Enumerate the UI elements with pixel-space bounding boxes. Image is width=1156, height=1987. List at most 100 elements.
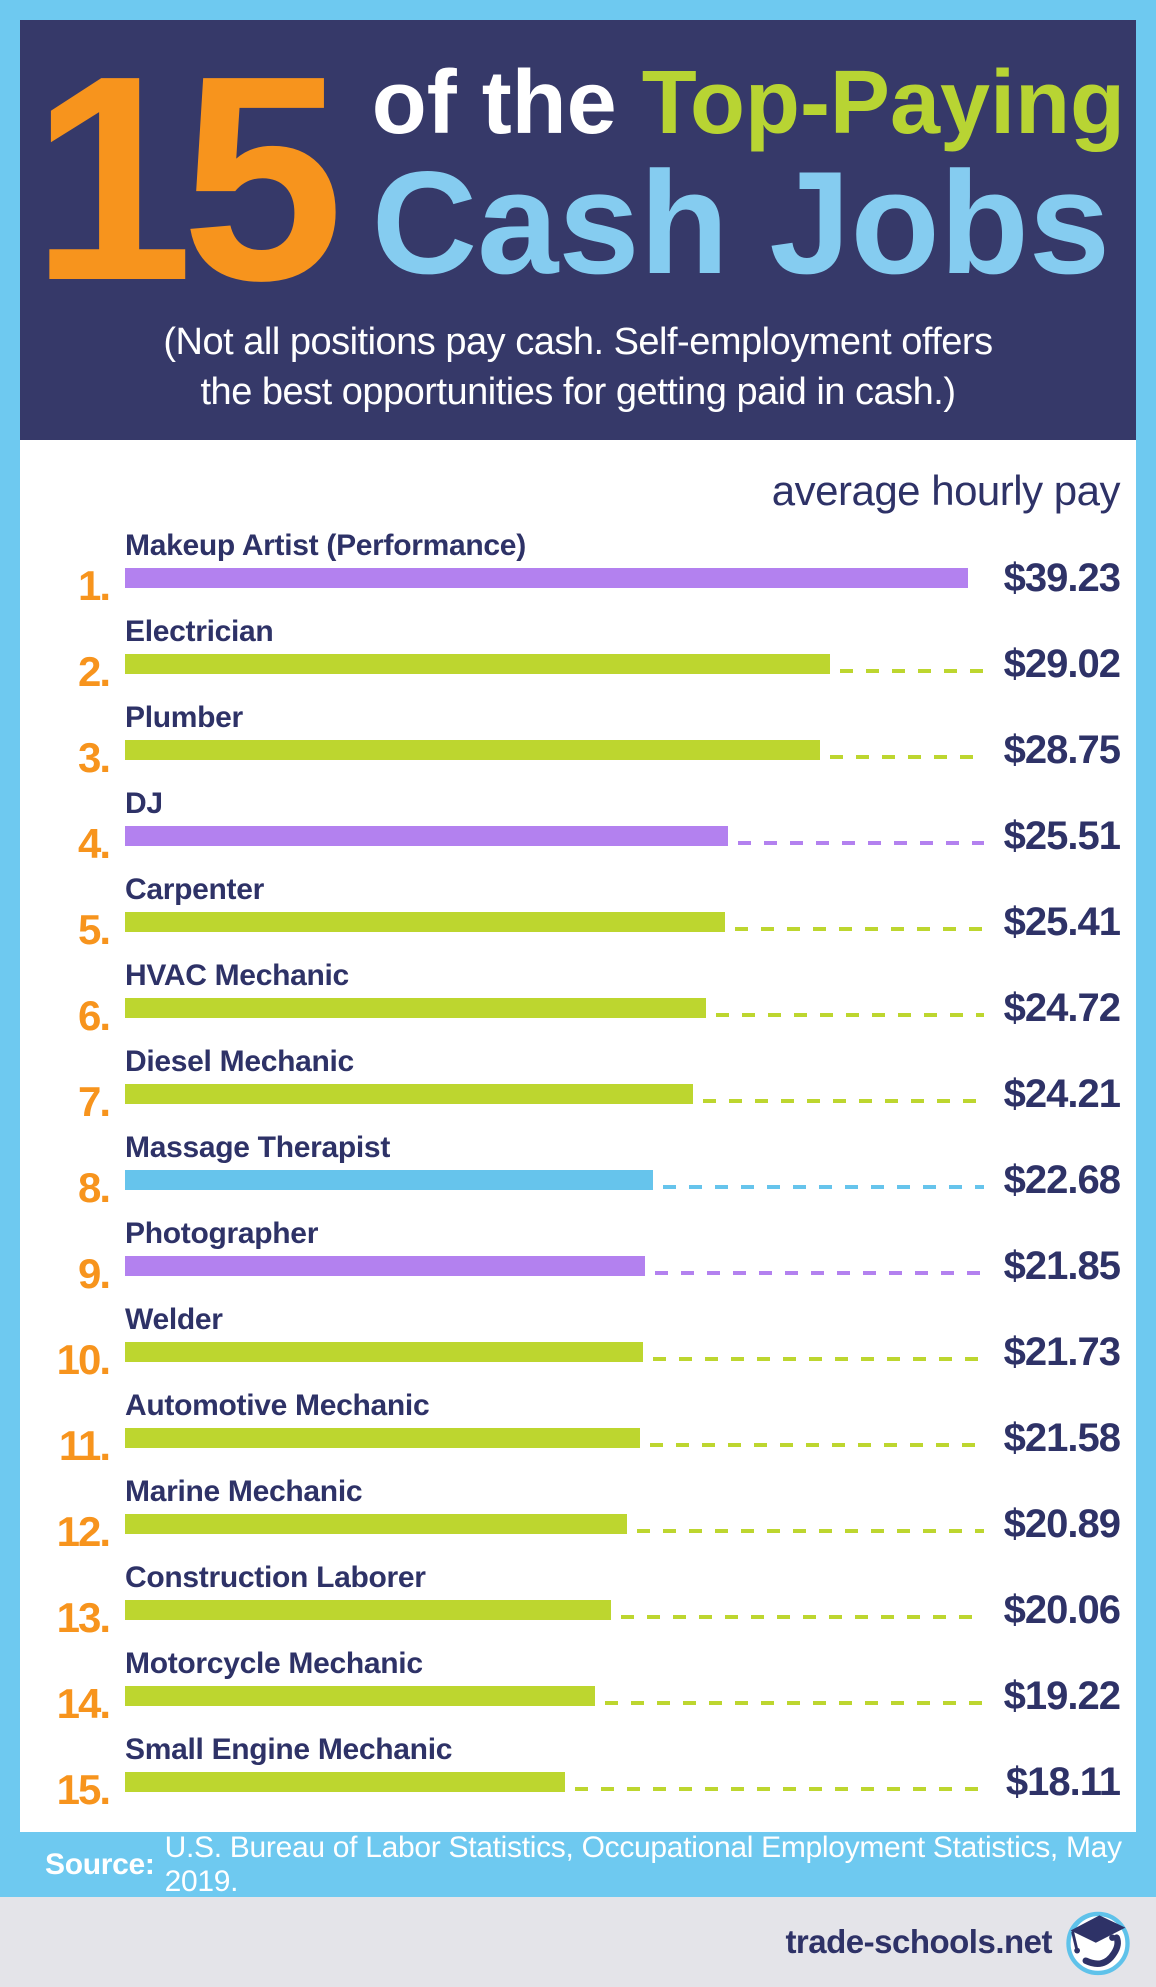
bar-track <box>125 1514 990 1534</box>
chart-row: Marine Mechanic 12. $20.89 <box>45 1475 1121 1555</box>
pay-value: $21.73 <box>1003 1330 1121 1374</box>
bar-track <box>125 1686 990 1706</box>
pay-value: $18.11 <box>1005 1760 1121 1804</box>
bar-track <box>125 826 990 846</box>
chart-row: Photographer 9. $21.85 <box>45 1217 1121 1297</box>
pay-value: $21.58 <box>1003 1416 1121 1460</box>
title-cash-jobs: Cash Jobs <box>371 140 1111 304</box>
job-label: Motorcycle Mechanic <box>125 1647 423 1680</box>
job-label: Photographer <box>125 1217 319 1250</box>
value-bar <box>125 654 830 674</box>
value-bar <box>125 912 726 932</box>
dash-leader-line <box>737 841 984 845</box>
chart-row: Motorcycle Mechanic 14. $19.22 <box>45 1647 1121 1727</box>
pay-value: $29.02 <box>1003 642 1121 686</box>
bar-line: 15. $18.11 <box>56 1760 1121 1813</box>
value-bar <box>125 998 707 1018</box>
chart-row: Makeup Artist (Performance) 1. $39.23 <box>45 530 1121 609</box>
bar-line: 12. $20.89 <box>56 1502 1121 1555</box>
pay-value: $19.22 <box>1003 1674 1121 1718</box>
bar-track <box>125 998 990 1018</box>
source-band: Source: U.S. Bureau of Labor Statistics,… <box>0 1831 1156 1898</box>
value-bar <box>125 1170 653 1190</box>
dash-leader-line <box>654 1271 984 1275</box>
site-name: trade-schools.net <box>785 1923 1052 1960</box>
pay-value: $28.75 <box>1003 728 1121 772</box>
source-label: Source: <box>45 1847 155 1881</box>
chart-row: Carpenter 5. $25.41 <box>45 873 1121 951</box>
value-bar <box>125 568 969 588</box>
job-label: Carpenter <box>125 873 265 906</box>
pay-value: $24.72 <box>1003 986 1121 1030</box>
dash-leader-line <box>653 1357 984 1361</box>
bar-track <box>125 1342 990 1362</box>
dash-leader-line <box>703 1099 984 1103</box>
header-panel: 15 of the Top-Paying Cash Jobs (Not all … <box>20 20 1136 440</box>
chart-rows: Makeup Artist (Performance) 1. $39.23 El… <box>45 530 1121 1813</box>
trade-schools-logo-icon <box>1066 1911 1130 1976</box>
job-label: DJ <box>125 787 163 820</box>
bar-line: 10. $21.73 <box>56 1330 1121 1383</box>
header-subtitle: (Not all positions pay cash. Self-employ… <box>20 317 1136 417</box>
value-bar <box>125 1428 640 1448</box>
job-label: Welder <box>125 1303 223 1336</box>
pay-value: $22.68 <box>1003 1158 1121 1202</box>
bar-line: 1. $39.23 <box>77 556 1121 609</box>
job-label: Diesel Mechanic <box>125 1045 354 1078</box>
bar-track <box>125 654 990 674</box>
dash-leader-line <box>735 927 984 931</box>
bar-line: 7. $24.21 <box>77 1072 1121 1125</box>
job-label: Marine Mechanic <box>125 1475 363 1508</box>
bar-track <box>125 1772 990 1792</box>
value-bar <box>125 1342 644 1362</box>
title-column: of the Top-Paying Cash Jobs <box>372 44 1125 296</box>
job-label: Construction Laborer <box>125 1561 426 1594</box>
footer-band: trade-schools.net <box>0 1897 1156 1987</box>
chart-row: Plumber 3. $28.75 <box>45 702 1121 781</box>
bar-line: 9. $21.85 <box>77 1244 1121 1297</box>
job-label: HVAC Mechanic <box>125 959 349 992</box>
pay-value: $25.51 <box>1003 814 1121 858</box>
job-label: Automotive Mechanic <box>125 1389 430 1422</box>
chart-row: Diesel Mechanic 7. $24.21 <box>45 1045 1121 1125</box>
bar-line: 14. $19.22 <box>56 1674 1121 1727</box>
dash-leader-line <box>649 1443 984 1447</box>
chart-row: Construction Laborer 13. $20.06 <box>45 1561 1121 1639</box>
value-bar <box>125 1256 645 1276</box>
title-top-paying: Top-Paying <box>641 53 1126 153</box>
chart-row: Welder 10. $21.73 <box>45 1303 1121 1383</box>
pay-value: $21.85 <box>1003 1244 1121 1288</box>
bar-line: 2. $29.02 <box>77 642 1121 695</box>
value-bar <box>125 1514 627 1534</box>
big-number: 15 <box>30 20 344 341</box>
pay-value: $24.21 <box>1003 1072 1121 1116</box>
bar-line: 3. $28.75 <box>77 728 1121 781</box>
pay-value: $39.23 <box>1003 556 1121 600</box>
job-label: Electrician <box>125 615 274 648</box>
chart-heading: average hourly pay <box>771 467 1121 514</box>
bar-track <box>125 912 990 932</box>
header-title-group: 15 of the Top-Paying Cash Jobs <box>20 20 1136 341</box>
bar-track <box>125 1084 990 1104</box>
value-bar <box>125 826 728 846</box>
chart-row: DJ 4. $25.51 <box>45 787 1121 865</box>
title-line-1: of the Top-Paying <box>372 57 1125 150</box>
value-bar <box>125 1686 595 1706</box>
bar-track <box>125 568 990 588</box>
dash-leader-line <box>662 1185 984 1189</box>
dash-leader-line <box>636 1529 984 1533</box>
chart-row: Massage Therapist 8. $22.68 <box>45 1132 1121 1209</box>
bar-track <box>125 1256 990 1276</box>
chart-row: Automotive Mechanic 11. $21.58 <box>45 1389 1121 1467</box>
chart-row: Electrician 2. $29.02 <box>45 615 1121 695</box>
dash-leader-line <box>829 755 984 759</box>
value-bar <box>125 1772 566 1792</box>
dash-leader-line <box>575 1787 984 1791</box>
chart-row: Small Engine Mechanic 15. $18.11 <box>45 1734 1121 1813</box>
value-bar <box>125 740 820 760</box>
content-frame: 15 of the Top-Paying Cash Jobs (Not all … <box>20 20 1136 1832</box>
dash-leader-line <box>621 1615 984 1619</box>
bar-track <box>125 1428 990 1448</box>
bar-track <box>125 740 990 760</box>
